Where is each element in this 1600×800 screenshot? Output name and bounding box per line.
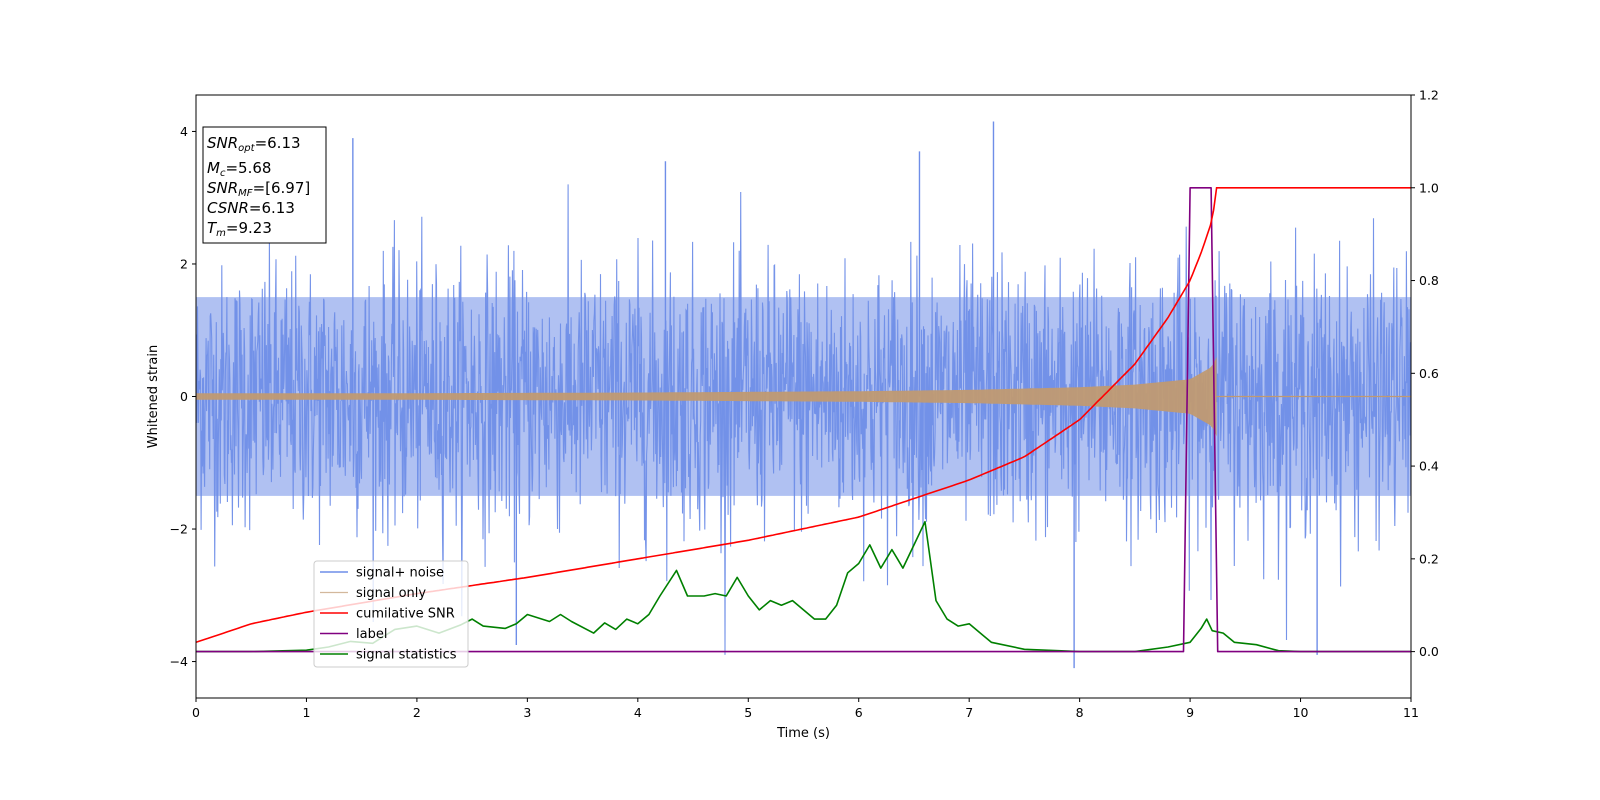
x-tick-label: 5: [744, 705, 752, 720]
legend: signal+ noise signal only cumilative SNR la…: [313, 560, 469, 668]
y2-tick-label: 1.2: [1419, 88, 1439, 103]
annotation-mc: Mc=5.68: [207, 159, 271, 179]
y-axis-left: −4 −2 0 2 4: [170, 124, 196, 669]
x-tick-label: 9: [1186, 705, 1194, 720]
annotation-csnr: CSNR=6.13: [207, 199, 295, 217]
x-tick-label: 7: [965, 705, 973, 720]
legend-label: signal only: [356, 586, 426, 601]
series-signal-only: [196, 356, 1411, 437]
y-axis-label: Whitened strain: [146, 345, 161, 448]
x-tick-label: 3: [523, 705, 531, 720]
plot-area: [196, 121, 1411, 669]
y-tick-label: 4: [180, 124, 188, 139]
y2-tick-label: 0.2: [1419, 551, 1439, 566]
legend-entry: signal+ noise: [320, 566, 444, 581]
y-tick-label: −4: [170, 654, 188, 669]
y-tick-label: 0: [180, 389, 188, 404]
y2-tick-label: 0.8: [1419, 273, 1439, 288]
x-tick-label: 10: [1293, 705, 1309, 720]
series-line-label: [196, 187, 1411, 653]
legend-label: signal+ noise: [356, 566, 444, 581]
annotation-snr-opt: SNRopt=6.13: [207, 134, 301, 154]
y-tick-label: −2: [170, 522, 188, 537]
x-tick-label: 4: [634, 705, 642, 720]
x-tick-label: 6: [855, 705, 863, 720]
x-axis-label: Time (s): [776, 726, 830, 741]
legend-frame: [313, 560, 469, 668]
annotation-frame: [202, 126, 327, 244]
y-axis-right: 0.0 0.2 0.4 0.6 0.8 1.0 1.2: [1411, 88, 1439, 659]
legend-label: signal statistics: [356, 648, 457, 663]
x-tick-label: 2: [413, 705, 421, 720]
y2-tick-label: 0.4: [1419, 459, 1439, 474]
series-area-signal-only: [196, 356, 1217, 437]
annotation-snr-mf: SNRMF=[6.97]: [207, 179, 310, 199]
y2-tick-label: 0.0: [1419, 644, 1439, 659]
x-tick-label: 1: [302, 705, 310, 720]
y2-tick-label: 1.0: [1419, 180, 1439, 195]
legend-entry: cumilative SNR: [320, 607, 455, 622]
x-tick-label: 11: [1403, 705, 1419, 720]
annotation-box: SNRopt=6.13 Mc=5.68 SNRMF=[6.97] CSNR=6.…: [202, 126, 327, 244]
x-axis: 0 1 2 3 4 5 6 7 8 9 10 11: [192, 698, 1419, 720]
legend-entry: label: [320, 627, 387, 642]
legend-entry: signal only: [320, 586, 426, 601]
x-tick-label: 8: [1076, 705, 1084, 720]
annotation-tm: Tm=9.23: [207, 219, 272, 239]
x-tick-label: 0: [192, 705, 200, 720]
legend-entry: signal statistics: [320, 648, 457, 663]
legend-label: label: [356, 627, 387, 642]
y-tick-label: 2: [180, 256, 188, 271]
legend-label: cumilative SNR: [356, 607, 455, 622]
y2-tick-label: 0.6: [1419, 366, 1439, 381]
